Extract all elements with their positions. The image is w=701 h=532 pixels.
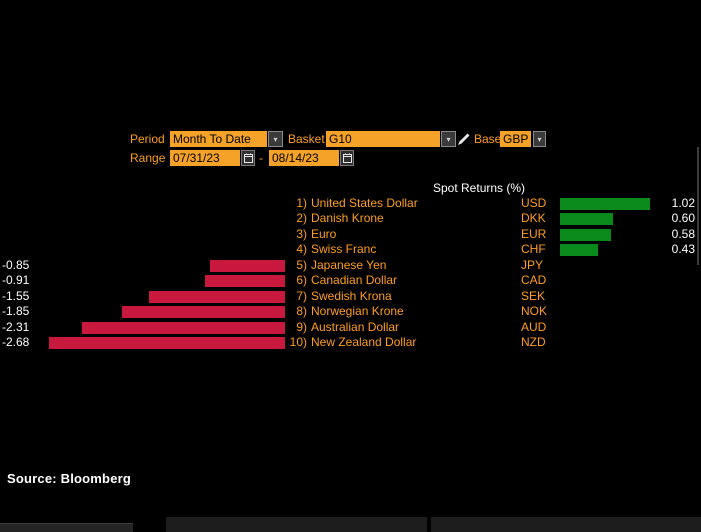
row-rank: 4): [296, 242, 307, 256]
currency-name[interactable]: Australian Dollar: [311, 320, 400, 334]
source-credit: Source: Bloomberg: [7, 471, 132, 486]
basket-label: Basket: [288, 132, 325, 146]
negative-return-bar: [210, 260, 285, 272]
chart-row: 2) Danish Krone DKK 0.60: [0, 211, 701, 227]
taskbar-segment: [431, 517, 701, 532]
period-dropdown[interactable]: Month To Date: [170, 131, 267, 147]
taskbar-segment: [166, 517, 427, 532]
chart-row: 6) Canadian Dollar CAD -0.91: [0, 273, 701, 289]
range-start-input[interactable]: 07/31/23: [170, 150, 240, 166]
row-rank: 7): [296, 289, 307, 303]
row-rank: 3): [296, 227, 307, 241]
currency-code[interactable]: EUR: [521, 227, 547, 241]
currency-code[interactable]: CHF: [521, 242, 546, 256]
period-label: Period: [130, 132, 165, 146]
return-value: -0.91: [2, 273, 30, 287]
row-rank: 9): [296, 320, 307, 334]
chart-row: 4) Swiss Franc CHF 0.43: [0, 242, 701, 258]
chart-row: 1) United States Dollar USD 1.02: [0, 196, 701, 212]
negative-return-bar: [49, 337, 285, 349]
edit-pencil-icon[interactable]: [457, 132, 471, 146]
range-end-input[interactable]: 08/14/23: [269, 150, 339, 166]
currency-name[interactable]: United States Dollar: [311, 196, 418, 210]
currency-name[interactable]: Swiss Franc: [311, 242, 377, 256]
currency-code[interactable]: NZD: [521, 335, 546, 349]
negative-return-bar: [82, 322, 285, 334]
chart-row: 8) Norwegian Krone NOK -1.85: [0, 304, 701, 320]
return-value: 0.58: [671, 227, 695, 241]
return-value: -2.31: [2, 320, 30, 334]
return-value: 1.02: [671, 196, 695, 210]
negative-return-bar: [122, 306, 285, 318]
return-value: 0.60: [671, 211, 695, 225]
row-rank: 2): [296, 211, 307, 225]
currency-name[interactable]: Danish Krone: [311, 211, 384, 225]
positive-return-bar: [560, 198, 650, 210]
currency-name[interactable]: Norwegian Krone: [311, 304, 404, 318]
taskbar-segment: [0, 523, 133, 532]
chevron-down-icon: ▾: [273, 134, 278, 144]
base-dropdown[interactable]: GBP: [500, 131, 531, 147]
chart-row: 9) Australian Dollar AUD -2.31: [0, 320, 701, 336]
currency-name[interactable]: Euro: [311, 227, 337, 241]
currency-name[interactable]: Swedish Krona: [311, 289, 392, 303]
row-rank: 5): [296, 258, 307, 272]
currency-name[interactable]: Canadian Dollar: [311, 273, 398, 287]
calendar-icon: [342, 153, 352, 163]
negative-return-bar: [205, 275, 285, 287]
chart-row: 7) Swedish Krona SEK -1.55: [0, 289, 701, 305]
currency-code[interactable]: JPY: [521, 258, 544, 272]
currency-code[interactable]: AUD: [521, 320, 547, 334]
base-label: Base: [474, 132, 502, 146]
return-value: -1.55: [2, 289, 30, 303]
calendar-icon: [243, 153, 253, 163]
chevron-down-icon: ▾: [446, 134, 451, 144]
basket-dropdown-arrow[interactable]: ▾: [441, 131, 456, 147]
range-start-calendar-button[interactable]: [241, 150, 255, 166]
currency-code[interactable]: SEK: [521, 289, 546, 303]
negative-return-bar: [149, 291, 285, 303]
row-rank: 8): [296, 304, 307, 318]
positive-return-bar: [560, 213, 613, 225]
chart-row: 3) Euro EUR 0.58: [0, 227, 701, 243]
panel-edge-line: [697, 147, 699, 265]
currency-name[interactable]: Japanese Yen: [311, 258, 387, 272]
currency-code[interactable]: USD: [521, 196, 547, 210]
chevron-down-icon: ▾: [537, 134, 542, 144]
currency-code[interactable]: NOK: [521, 304, 548, 318]
positive-return-bar: [560, 244, 598, 256]
row-rank: 10): [289, 335, 307, 349]
row-rank: 1): [296, 196, 307, 210]
range-end-calendar-button[interactable]: [340, 150, 354, 166]
basket-dropdown[interactable]: G10: [326, 131, 440, 147]
period-dropdown-arrow[interactable]: ▾: [268, 131, 283, 147]
return-value: 0.43: [671, 242, 695, 256]
chart-row: 5) Japanese Yen JPY -0.85: [0, 258, 701, 274]
range-label: Range: [130, 151, 166, 165]
currency-name[interactable]: New Zealand Dollar: [311, 335, 417, 349]
range-separator: -: [259, 151, 263, 165]
currency-code[interactable]: CAD: [521, 273, 547, 287]
return-value: -2.68: [2, 335, 30, 349]
row-rank: 6): [296, 273, 307, 287]
return-value: -1.85: [2, 304, 30, 318]
currency-code[interactable]: DKK: [521, 211, 546, 225]
base-dropdown-arrow[interactable]: ▾: [533, 131, 546, 147]
chart-row: 10) New Zealand Dollar NZD -2.68: [0, 335, 701, 351]
positive-return-bar: [560, 229, 611, 241]
return-value: -0.85: [2, 258, 30, 272]
chart-title: Spot Returns (%): [433, 181, 526, 195]
